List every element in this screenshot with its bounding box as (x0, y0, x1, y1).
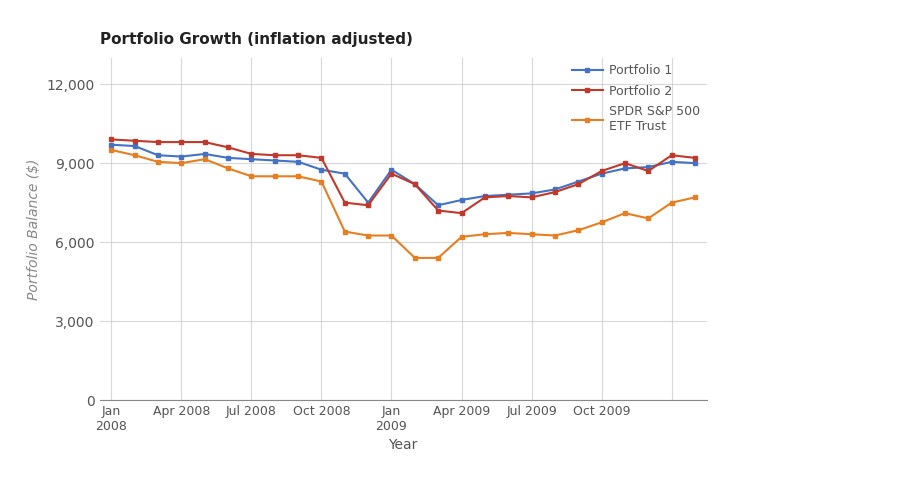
Portfolio 1 (503, 192, 514, 198)
Portfolio 2 (176, 139, 187, 145)
Portfolio 1 (340, 171, 351, 176)
SPDR S&P 500
ETF Trust (106, 147, 117, 153)
Portfolio 1 (689, 160, 700, 166)
Portfolio 2 (689, 155, 700, 161)
Portfolio 2 (643, 168, 654, 174)
Portfolio 1 (643, 164, 654, 170)
SPDR S&P 500
ETF Trust (643, 215, 654, 221)
SPDR S&P 500
ETF Trust (223, 165, 234, 171)
Portfolio 2 (316, 155, 327, 161)
Portfolio 1 (456, 197, 467, 203)
Line: Portfolio 2: Portfolio 2 (109, 137, 698, 215)
SPDR S&P 500
ETF Trust (549, 233, 560, 239)
SPDR S&P 500
ETF Trust (526, 231, 537, 237)
Portfolio 2 (573, 181, 583, 187)
SPDR S&P 500
ETF Trust (176, 160, 187, 166)
Portfolio 2 (596, 168, 607, 174)
SPDR S&P 500
ETF Trust (456, 234, 467, 240)
Portfolio 2 (479, 194, 490, 200)
Portfolio 2 (246, 151, 257, 157)
SPDR S&P 500
ETF Trust (293, 174, 304, 179)
Y-axis label: Portfolio Balance ($): Portfolio Balance ($) (27, 158, 41, 300)
Portfolio 2 (386, 171, 397, 176)
SPDR S&P 500
ETF Trust (689, 194, 700, 200)
SPDR S&P 500
ETF Trust (246, 174, 257, 179)
Line: Portfolio 1: Portfolio 1 (109, 142, 698, 208)
SPDR S&P 500
ETF Trust (316, 179, 327, 185)
Portfolio 1 (410, 181, 420, 187)
Portfolio 2 (666, 152, 677, 158)
SPDR S&P 500
ETF Trust (596, 219, 607, 225)
Portfolio 1 (130, 143, 140, 149)
Portfolio 1 (620, 165, 631, 171)
Portfolio 1 (199, 151, 210, 157)
Portfolio 2 (106, 136, 117, 142)
SPDR S&P 500
ETF Trust (130, 152, 140, 158)
Portfolio 2 (340, 200, 351, 205)
SPDR S&P 500
ETF Trust (573, 228, 583, 233)
Portfolio 2 (362, 202, 373, 208)
Portfolio 2 (293, 152, 304, 158)
SPDR S&P 500
ETF Trust (666, 200, 677, 205)
Portfolio 1 (246, 156, 257, 162)
Portfolio 1 (386, 167, 397, 173)
SPDR S&P 500
ETF Trust (386, 233, 397, 239)
Portfolio 1 (526, 190, 537, 196)
Portfolio 2 (223, 145, 234, 150)
Portfolio 2 (433, 208, 444, 214)
Portfolio 2 (130, 138, 140, 144)
Portfolio 1 (316, 167, 327, 173)
Portfolio 2 (456, 210, 467, 216)
Portfolio 1 (573, 179, 583, 185)
Portfolio 1 (106, 142, 117, 147)
Legend: Portfolio 1, Portfolio 2, SPDR S&P 500
ETF Trust: Portfolio 1, Portfolio 2, SPDR S&P 500 E… (572, 64, 700, 133)
SPDR S&P 500
ETF Trust (410, 255, 420, 261)
Portfolio 2 (620, 160, 631, 166)
Portfolio 1 (549, 187, 560, 192)
Portfolio 1 (479, 193, 490, 199)
SPDR S&P 500
ETF Trust (503, 230, 514, 236)
SPDR S&P 500
ETF Trust (433, 255, 444, 261)
Portfolio 1 (362, 200, 373, 205)
Portfolio 1 (223, 155, 234, 161)
Portfolio 2 (503, 193, 514, 199)
Portfolio 2 (410, 181, 420, 187)
Portfolio 1 (293, 159, 304, 165)
SPDR S&P 500
ETF Trust (340, 228, 351, 234)
Portfolio 2 (549, 189, 560, 195)
SPDR S&P 500
ETF Trust (152, 159, 163, 165)
Portfolio 1 (269, 158, 280, 163)
Portfolio 2 (269, 152, 280, 158)
Portfolio 2 (526, 194, 537, 200)
Portfolio 1 (433, 202, 444, 208)
Portfolio 1 (152, 152, 163, 158)
Portfolio 2 (152, 139, 163, 145)
SPDR S&P 500
ETF Trust (620, 210, 631, 216)
SPDR S&P 500
ETF Trust (269, 174, 280, 179)
Portfolio 1 (176, 154, 187, 160)
SPDR S&P 500
ETF Trust (362, 233, 373, 239)
Text: Portfolio Growth (inflation adjusted): Portfolio Growth (inflation adjusted) (100, 32, 412, 47)
SPDR S&P 500
ETF Trust (479, 231, 490, 237)
Line: SPDR S&P 500
ETF Trust: SPDR S&P 500 ETF Trust (109, 147, 698, 260)
Portfolio 1 (596, 171, 607, 176)
Portfolio 2 (199, 139, 210, 145)
Portfolio 1 (666, 159, 677, 165)
SPDR S&P 500
ETF Trust (199, 156, 210, 162)
X-axis label: Year: Year (389, 439, 418, 453)
